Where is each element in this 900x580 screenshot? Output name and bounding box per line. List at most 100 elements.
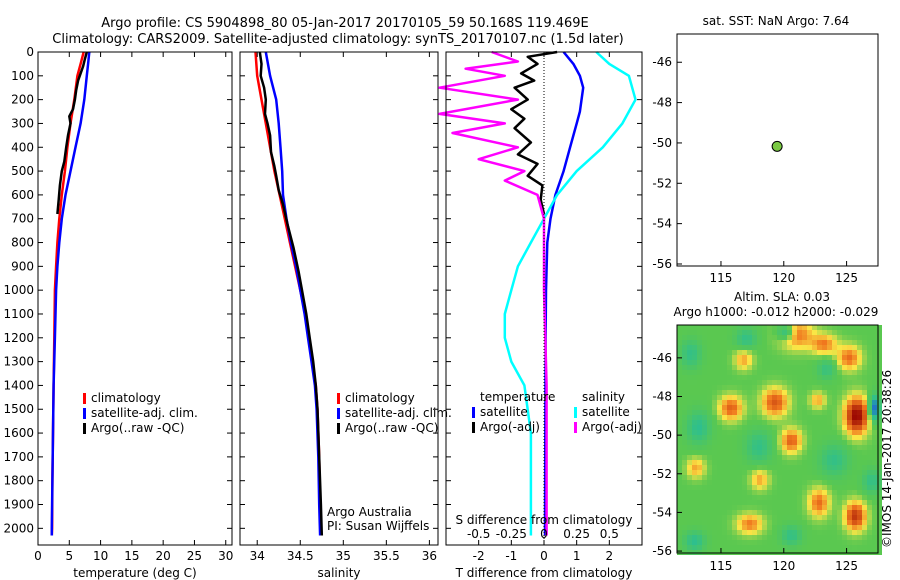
sla-cell xyxy=(767,520,772,525)
sla-cell xyxy=(852,380,857,385)
sla-cell xyxy=(872,395,877,400)
sla-cell xyxy=(827,515,832,520)
sla-cell xyxy=(752,410,757,415)
sla-cell xyxy=(767,445,772,450)
sla-cell xyxy=(857,495,862,500)
sla-cell xyxy=(807,460,812,465)
sla-cell xyxy=(707,490,712,495)
sla-cell xyxy=(677,425,682,430)
sla-cell xyxy=(812,525,817,530)
sla-cell xyxy=(867,355,872,360)
sla-cell xyxy=(712,495,717,500)
sla-cell xyxy=(847,415,852,420)
sla-cell xyxy=(767,365,772,370)
sla-cell xyxy=(802,360,807,365)
sla-cell xyxy=(792,335,797,340)
sla-cell xyxy=(702,505,707,510)
sla-cell xyxy=(777,390,782,395)
sla-cell xyxy=(742,395,747,400)
sla-cell xyxy=(862,495,867,500)
temperature-ytick-label: 1400 xyxy=(3,378,34,392)
sla-cell xyxy=(777,455,782,460)
sla-cell xyxy=(717,445,722,450)
sla-cell xyxy=(842,325,847,330)
sla-cell xyxy=(752,460,757,465)
sla-cell xyxy=(812,355,817,360)
sla-cell xyxy=(742,480,747,485)
sla-cell xyxy=(807,375,812,380)
sla-cell xyxy=(732,520,737,525)
sla-cell xyxy=(692,465,697,470)
sla-cell xyxy=(727,430,732,435)
sla-cell xyxy=(832,375,837,380)
sla-ytick-label: -48 xyxy=(652,389,672,403)
sla-cell xyxy=(682,540,687,545)
sla-cell xyxy=(857,370,862,375)
sla-cell xyxy=(792,440,797,445)
sla-cell xyxy=(722,500,727,505)
sla-ytick-label: -54 xyxy=(652,505,672,519)
sla-cell xyxy=(807,505,812,510)
sla-cell xyxy=(752,395,757,400)
sla-cell xyxy=(722,460,727,465)
sla-cell xyxy=(682,435,687,440)
sla-cell xyxy=(732,360,737,365)
sla-cell xyxy=(747,455,752,460)
sla-cell xyxy=(732,330,737,335)
sla-cell xyxy=(722,390,727,395)
sla-cell xyxy=(692,460,697,465)
sla-cell xyxy=(762,510,767,515)
sla-cell xyxy=(842,435,847,440)
sla-cell xyxy=(842,510,847,515)
sla-cell xyxy=(797,500,802,505)
sla-cell xyxy=(747,365,752,370)
sla-cell xyxy=(857,325,862,330)
sla-cell xyxy=(807,370,812,375)
sla-cell xyxy=(762,415,767,420)
sla-cell xyxy=(752,420,757,425)
sla-cell xyxy=(807,485,812,490)
sla-cell xyxy=(822,335,827,340)
sla-cell xyxy=(837,460,842,465)
sla-cell xyxy=(867,490,872,495)
sla-cell xyxy=(837,375,842,380)
sla-cell xyxy=(822,450,827,455)
sla-cell xyxy=(732,425,737,430)
sla-cell xyxy=(707,510,712,515)
sla-cell xyxy=(747,440,752,445)
sla-cell xyxy=(707,495,712,500)
sla-cell xyxy=(842,545,847,550)
sla-cell xyxy=(857,445,862,450)
sla-cell xyxy=(827,475,832,480)
sla-cell xyxy=(737,430,742,435)
sla-cell xyxy=(792,430,797,435)
sla-cell xyxy=(727,425,732,430)
sla-cell xyxy=(747,385,752,390)
sla-cell xyxy=(747,335,752,340)
sla-cell xyxy=(817,355,822,360)
sla-cell xyxy=(712,410,717,415)
sla-cell xyxy=(737,460,742,465)
sla-cell xyxy=(762,380,767,385)
location-title: sat. SST: NaN Argo: 7.64 xyxy=(703,14,850,28)
sla-cell xyxy=(757,465,762,470)
sla-cell xyxy=(837,335,842,340)
sla-cell xyxy=(767,425,772,430)
sla-cell xyxy=(852,405,857,410)
sla-cell xyxy=(867,505,872,510)
sla-cell xyxy=(727,480,732,485)
sla-cell xyxy=(797,430,802,435)
sla-cell xyxy=(867,455,872,460)
sla-cell xyxy=(767,495,772,500)
sla-cell xyxy=(797,540,802,545)
sla-cell xyxy=(682,340,687,345)
sla-cell xyxy=(877,400,882,405)
sla-cell xyxy=(757,375,762,380)
sla-cell xyxy=(752,470,757,475)
sla-cell xyxy=(812,485,817,490)
sla-cell xyxy=(707,335,712,340)
sla-cell xyxy=(732,395,737,400)
difference-legend-s-argo-swatch xyxy=(574,422,577,433)
sla-cell xyxy=(732,500,737,505)
sla-cell xyxy=(812,420,817,425)
